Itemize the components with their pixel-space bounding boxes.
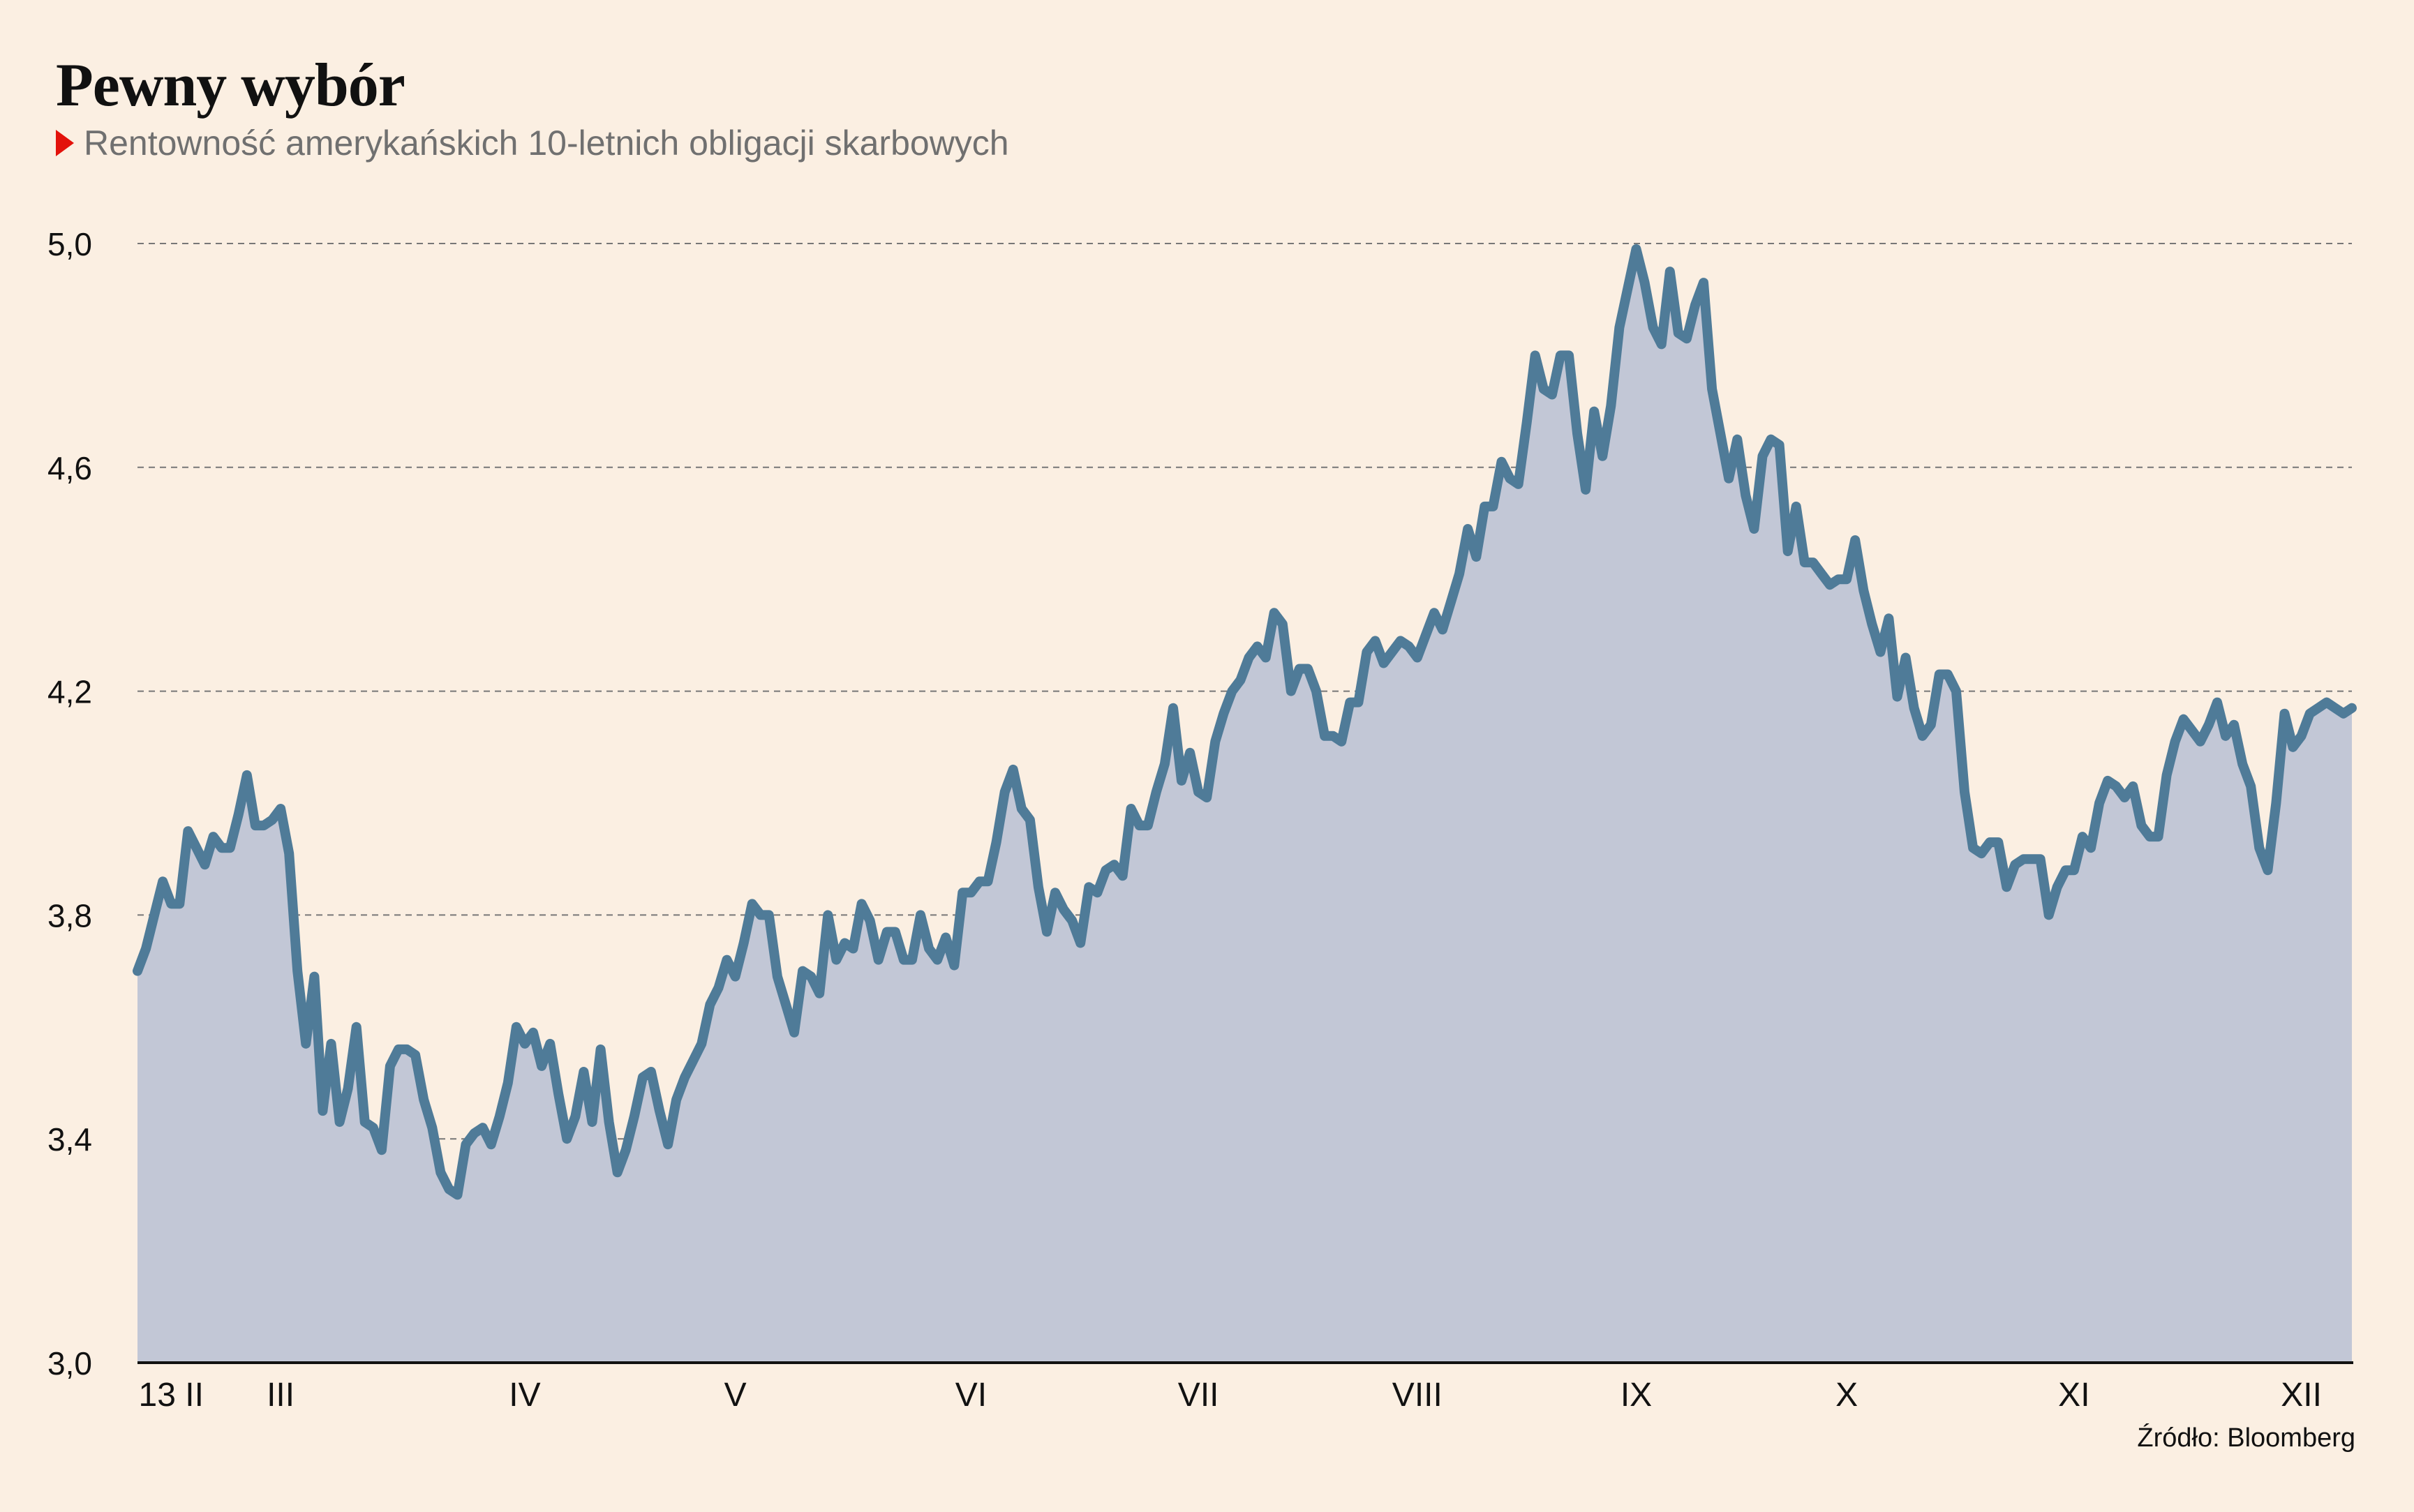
- y-tick-label: 3,0: [47, 1345, 92, 1382]
- x-tick-labels: 13 IIIIIIVVVIVIIVIIIIXXXIXIII 2024II: [139, 1377, 2322, 1414]
- x-tick-label: IX: [1620, 1377, 1652, 1414]
- x-tick-label: VI: [955, 1377, 987, 1414]
- x-tick-label: XII: [2281, 1377, 2322, 1414]
- y-tick-label: 4,2: [47, 674, 92, 710]
- y-tick-label: 5,0: [47, 226, 92, 262]
- chart-subtitle: Rentowność amerykańskich 10-letnich obli…: [84, 123, 1009, 163]
- chart-title: Pewny wybór: [56, 52, 405, 119]
- x-tick-label: III: [267, 1377, 295, 1414]
- x-tick-label: V: [724, 1377, 747, 1414]
- x-tick-label: 13 II: [139, 1377, 204, 1414]
- y-tick-label: 3,4: [47, 1121, 92, 1158]
- x-tick-label: IV: [509, 1377, 540, 1414]
- y-tick-label: 3,8: [47, 897, 92, 934]
- x-tick-label: XI: [2058, 1377, 2089, 1414]
- area-layer: [133, 244, 2357, 1363]
- source-note: Źródło: Bloomberg: [2137, 1423, 2355, 1453]
- y-tick-label: 4,6: [47, 450, 92, 486]
- triangle-marker-icon: [56, 130, 74, 156]
- x-tick-label: X: [1835, 1377, 1858, 1414]
- subtitle-row: Rentowność amerykańskich 10-letnich obli…: [56, 123, 1009, 163]
- y-tick-labels: 3,0 3,4 3,8 4,2 4,6 5,0: [47, 226, 92, 1382]
- area-fill: [137, 249, 2352, 1363]
- x-tick-label: VII: [1178, 1377, 1219, 1414]
- x-tick-label: VIII: [1392, 1377, 1443, 1414]
- yield-line: [133, 244, 2357, 1200]
